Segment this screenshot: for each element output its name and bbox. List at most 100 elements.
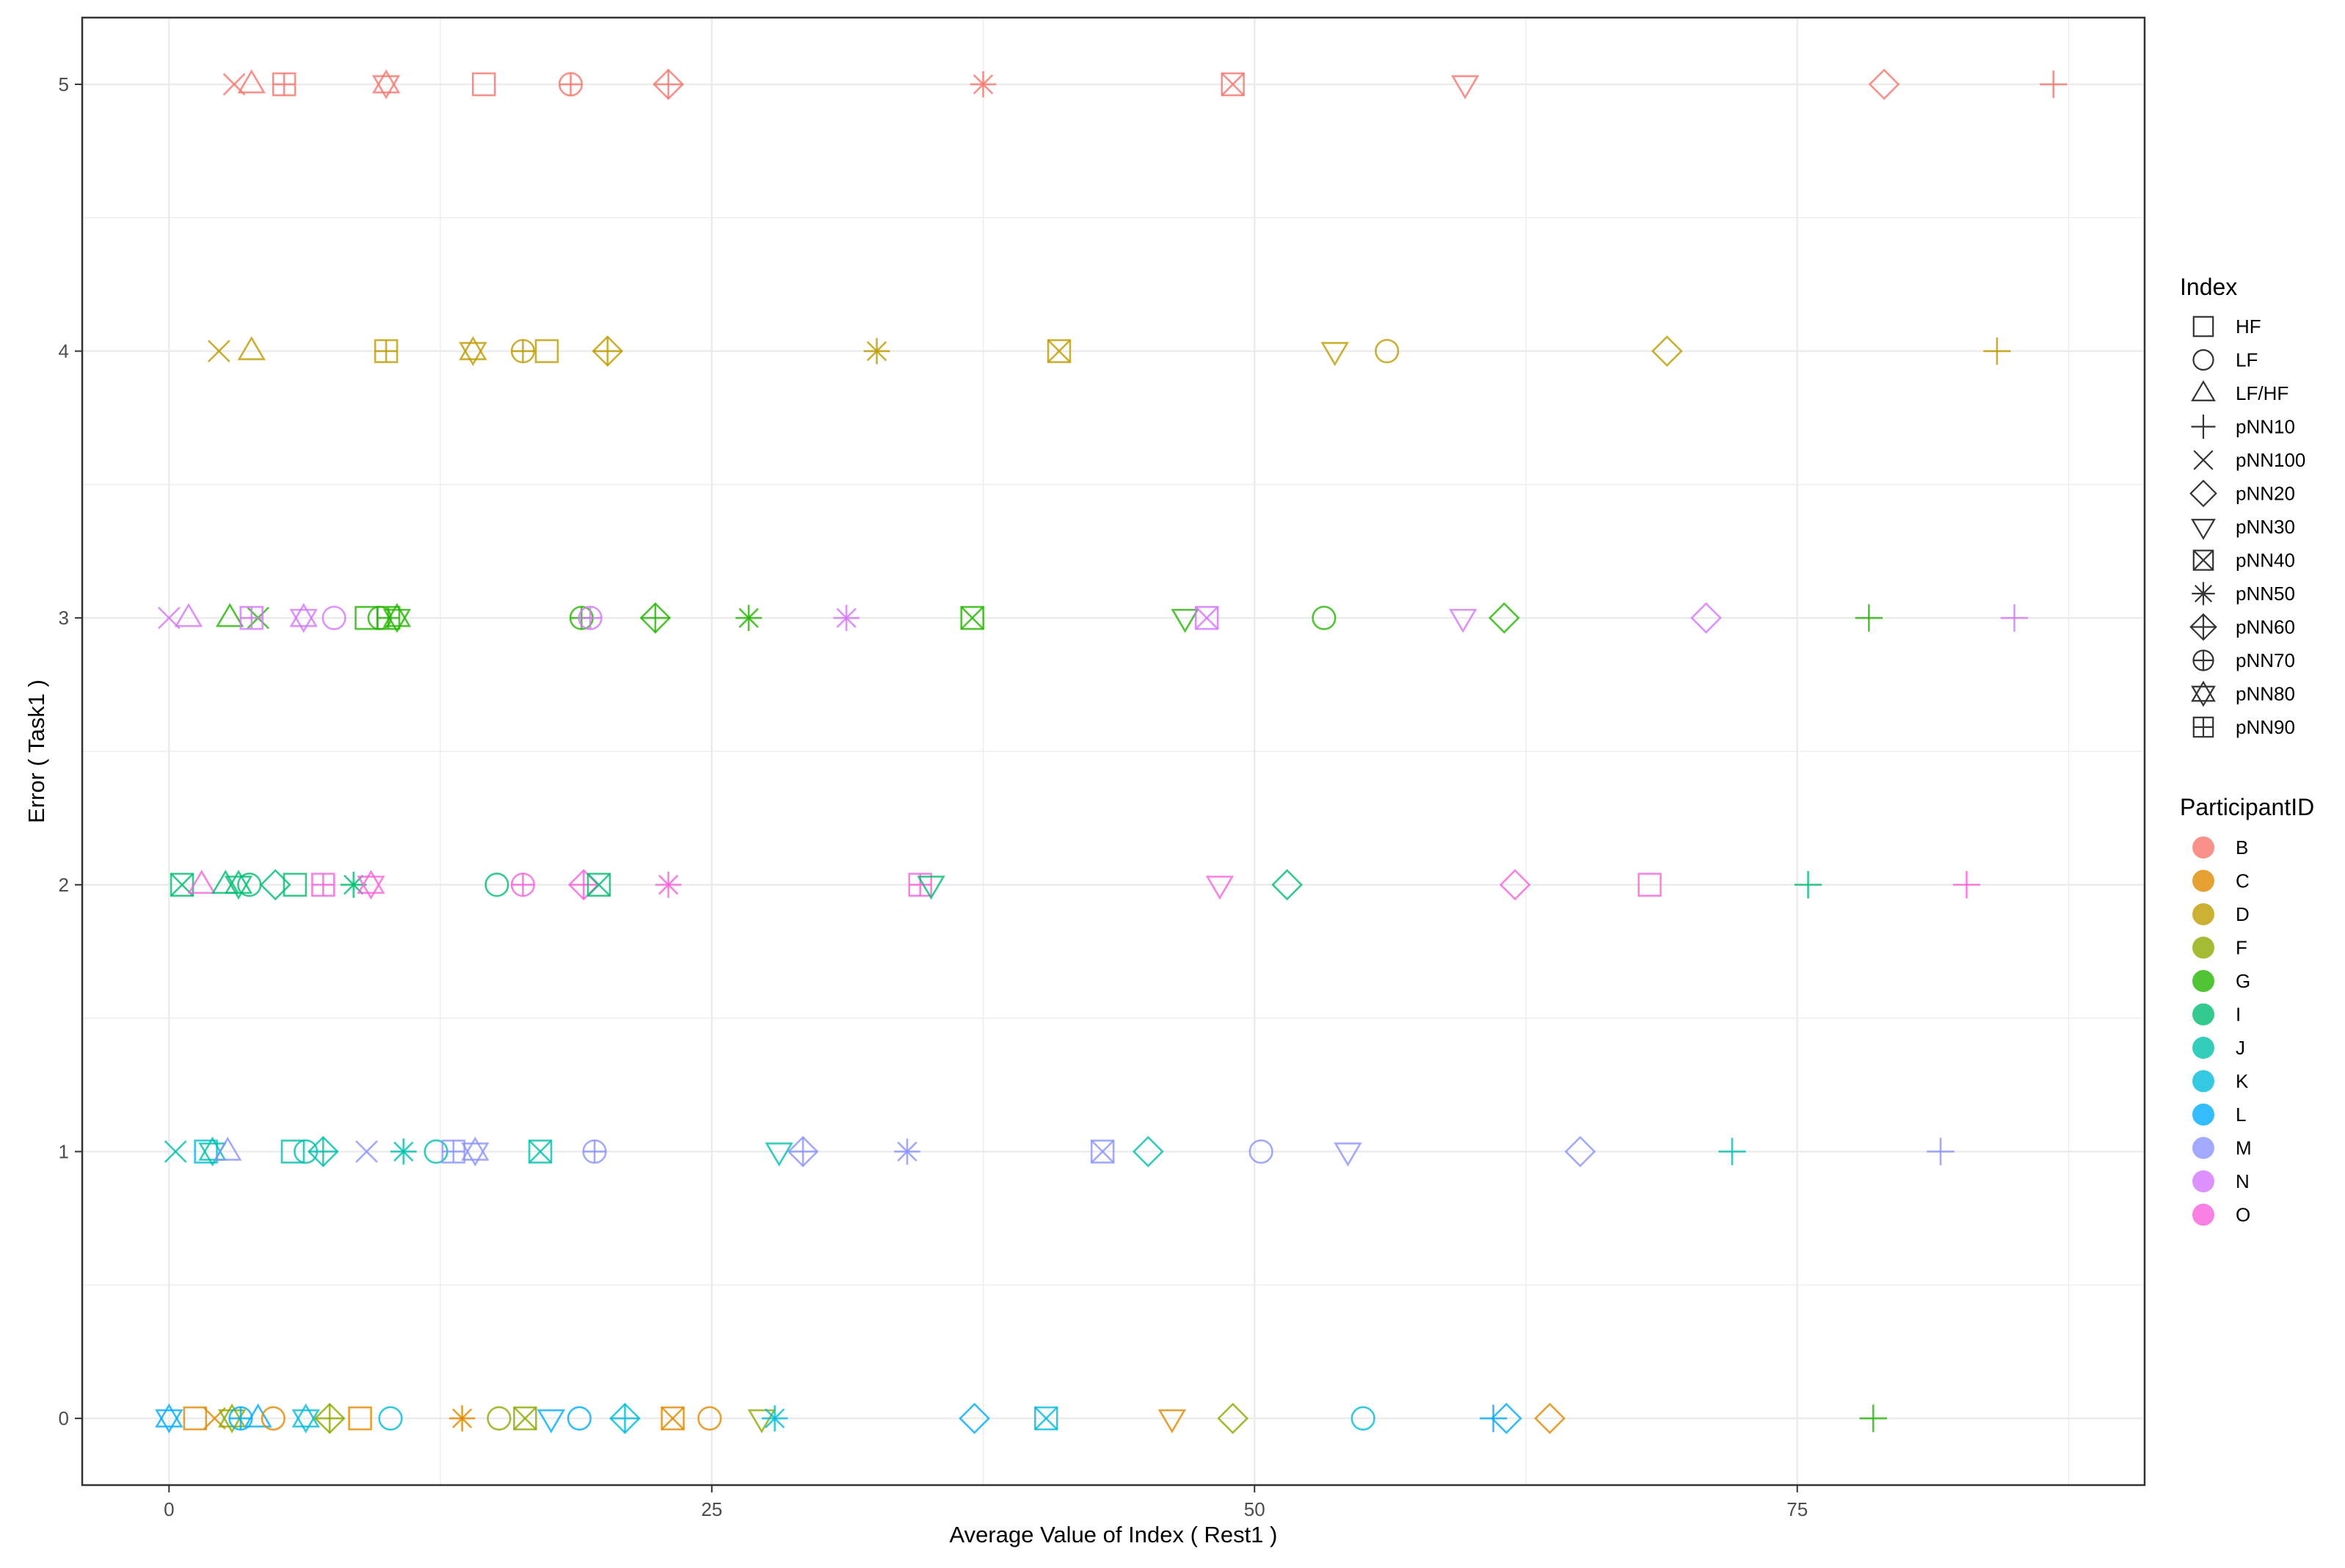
y-tick-label: 3 — [59, 607, 69, 629]
data-point — [1794, 871, 1822, 899]
data-point — [970, 71, 997, 98]
data-point — [1859, 1404, 1887, 1432]
legend-label-index: pNN100 — [2236, 449, 2305, 471]
data-point — [487, 1406, 512, 1431]
x-tick-label: 25 — [701, 1498, 722, 1520]
data-point — [348, 1406, 372, 1431]
legend-key-participant — [2192, 1137, 2214, 1159]
data-point — [371, 69, 401, 100]
data-point — [461, 1137, 490, 1167]
data-point — [313, 1402, 346, 1434]
legend-key-index — [2192, 716, 2214, 738]
data-point — [244, 1403, 272, 1428]
data-point — [164, 1140, 187, 1163]
data-point — [1718, 1137, 1746, 1166]
data-point — [1499, 869, 1531, 901]
legend-label-participant: G — [2236, 970, 2250, 992]
data-point — [1952, 871, 1981, 899]
data-point — [510, 338, 536, 364]
data-point — [280, 1139, 305, 1164]
data-point — [355, 1140, 378, 1163]
data-point — [1350, 1406, 1375, 1431]
legend-label-index: pNN50 — [2236, 583, 2295, 605]
data-point — [586, 872, 611, 897]
legend-title-participant: ParticipantID — [2180, 794, 2314, 820]
data-point — [1312, 605, 1337, 630]
data-point — [1047, 339, 1072, 363]
data-point — [1334, 1142, 1362, 1167]
data-point — [510, 872, 536, 897]
data-point — [471, 72, 496, 97]
legend-key-participant — [2192, 836, 2214, 858]
data-point — [1132, 1136, 1164, 1167]
data-point — [1034, 1406, 1058, 1431]
data-point — [194, 1139, 218, 1164]
legend-title-index: Index — [2180, 274, 2237, 300]
data-point — [697, 1406, 722, 1431]
data-point — [513, 1406, 537, 1431]
data-point — [448, 1405, 476, 1432]
axes: 0 25 50 75 0 1 2 3 4 5 — [59, 73, 1808, 1520]
legend-label-index: pNN20 — [2236, 483, 2295, 505]
data-point — [833, 605, 860, 632]
data-point — [959, 1402, 991, 1434]
data-point — [484, 872, 509, 897]
data-point — [609, 1402, 641, 1434]
data-point — [1205, 875, 1235, 900]
data-point — [261, 1406, 286, 1431]
data-point — [187, 869, 216, 894]
plot-border — [81, 16, 2146, 1487]
y-tick-label: 1 — [59, 1140, 69, 1162]
data-point — [272, 72, 297, 97]
data-point — [1868, 68, 1900, 101]
legend-label-index: pNN30 — [2236, 516, 2295, 538]
data-point — [222, 73, 246, 96]
data-point — [735, 605, 762, 632]
data-point — [382, 602, 412, 633]
legend-label-index: pNN70 — [2236, 649, 2295, 671]
legend-key-index — [2191, 380, 2216, 401]
data-point — [1855, 604, 1883, 632]
data-point — [558, 72, 583, 97]
data-point — [1217, 1402, 1249, 1434]
data-point — [459, 336, 487, 366]
legend-label-participant: I — [2236, 1004, 2241, 1026]
data-point — [183, 1406, 208, 1431]
data-point — [537, 1409, 566, 1434]
legend-key-participant — [2192, 1104, 2214, 1126]
data-point — [1320, 342, 1349, 366]
data-point — [917, 875, 945, 900]
data-points — [155, 68, 2068, 1434]
y-axis-title: Error ( Task1 ) — [23, 679, 49, 823]
legend-label-participant: K — [2236, 1071, 2249, 1093]
data-point — [215, 602, 244, 627]
data-point — [237, 336, 266, 360]
data-point — [1637, 872, 1662, 897]
data-point — [1983, 337, 2011, 365]
data-point — [307, 1136, 339, 1167]
data-point — [765, 1142, 793, 1167]
data-point — [1450, 75, 1480, 100]
data-point — [1488, 602, 1520, 634]
data-point — [1248, 1139, 1273, 1164]
y-tick-label: 4 — [59, 340, 69, 362]
legend-label-index: pNN40 — [2236, 550, 2295, 572]
legend-key-participant — [2192, 903, 2214, 925]
data-point — [1221, 72, 1245, 97]
legend-key-index — [2192, 550, 2214, 571]
data-point — [639, 602, 672, 634]
data-point — [213, 1137, 242, 1161]
y-tick-label: 2 — [59, 874, 69, 896]
data-point — [567, 1406, 592, 1431]
legend-key-index — [2189, 479, 2217, 508]
x-tick-label: 75 — [1786, 1498, 1808, 1520]
data-point — [1090, 1139, 1115, 1164]
legend-key-participant — [2192, 1170, 2214, 1192]
grid — [82, 18, 2145, 1485]
legend-key-participant — [2192, 936, 2214, 959]
data-point — [321, 605, 346, 630]
data-point — [578, 605, 603, 630]
data-point — [661, 1406, 685, 1431]
legend-label-participant: N — [2236, 1170, 2250, 1192]
